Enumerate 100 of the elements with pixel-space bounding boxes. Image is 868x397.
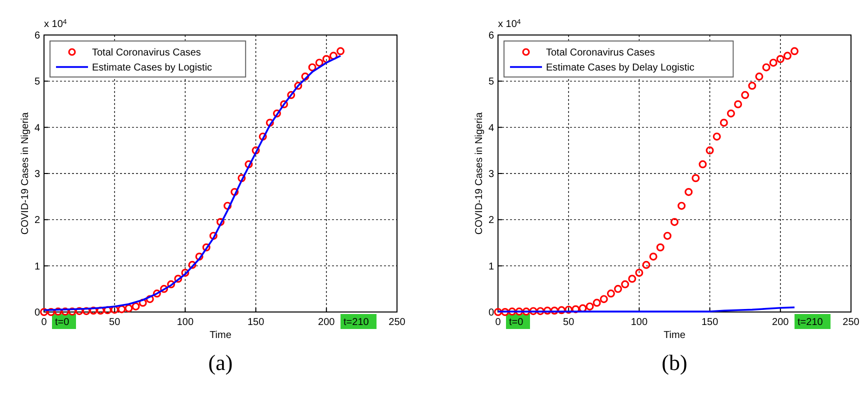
point bbox=[181, 268, 190, 277]
point bbox=[635, 268, 644, 277]
point bbox=[132, 302, 140, 310]
legend-label: Estimate Cases by Delay Logistic bbox=[546, 62, 694, 74]
text: x 10$^{4}$ bbox=[498, 18, 521, 30]
text: t=210 bbox=[344, 317, 370, 328]
point bbox=[96, 306, 104, 315]
point bbox=[54, 308, 62, 316]
y-axis-title: COVID-19 Cases in Nigeria bbox=[20, 112, 31, 235]
text: t=210 bbox=[798, 317, 824, 328]
point bbox=[741, 91, 750, 100]
point bbox=[522, 308, 530, 316]
point bbox=[75, 307, 84, 316]
point bbox=[706, 146, 714, 154]
y-tick-label: 3 bbox=[488, 169, 494, 180]
point bbox=[124, 304, 133, 312]
point bbox=[258, 132, 267, 141]
point bbox=[614, 284, 622, 293]
point bbox=[600, 295, 608, 304]
legend-label: Total Coronavirus Cases bbox=[92, 48, 201, 58]
y-tick-label: 0 bbox=[488, 308, 494, 318]
point bbox=[572, 305, 580, 314]
point bbox=[642, 260, 650, 269]
point bbox=[167, 280, 176, 288]
point bbox=[755, 72, 764, 81]
point bbox=[508, 308, 516, 316]
point bbox=[110, 306, 119, 314]
point bbox=[280, 100, 288, 108]
point bbox=[138, 298, 147, 307]
x-axis-title: Time bbox=[210, 330, 232, 341]
y-tick-label: 6 bbox=[488, 30, 494, 42]
point bbox=[230, 188, 239, 196]
point bbox=[790, 47, 799, 56]
point bbox=[776, 55, 784, 64]
legend-label: Estimate Cases by Logistic bbox=[92, 62, 212, 74]
point bbox=[748, 82, 756, 90]
point bbox=[769, 58, 778, 67]
point bbox=[174, 274, 182, 283]
point bbox=[294, 82, 302, 90]
x-axis-title: Time bbox=[664, 330, 686, 341]
y-tick-label: 1 bbox=[488, 261, 494, 272]
point bbox=[678, 202, 686, 210]
point bbox=[586, 302, 594, 310]
point bbox=[61, 308, 70, 316]
point bbox=[89, 306, 98, 315]
point bbox=[146, 295, 154, 304]
point bbox=[692, 174, 700, 182]
point bbox=[656, 243, 664, 252]
point bbox=[783, 52, 792, 60]
point bbox=[734, 100, 742, 108]
point bbox=[322, 55, 330, 64]
x-tick-label: 250 bbox=[842, 317, 860, 328]
y-axis-title: COVID-19 Cases in Nigeria bbox=[474, 112, 485, 235]
point bbox=[670, 218, 678, 226]
point bbox=[315, 58, 324, 67]
y-tick-label: 5 bbox=[488, 76, 494, 88]
x-tick-label: 0 bbox=[41, 317, 48, 328]
x-tick-label: 200 bbox=[772, 317, 790, 328]
x-tick-label: 200 bbox=[318, 317, 336, 328]
point bbox=[252, 146, 260, 154]
point bbox=[558, 306, 566, 314]
point bbox=[216, 218, 224, 226]
point bbox=[621, 280, 630, 288]
point bbox=[118, 305, 126, 314]
point bbox=[543, 306, 552, 315]
point bbox=[238, 174, 246, 182]
point bbox=[272, 109, 281, 118]
point bbox=[336, 47, 345, 56]
point bbox=[529, 307, 538, 316]
point bbox=[82, 307, 90, 316]
point bbox=[287, 91, 296, 100]
text: x 10$^{4}$ bbox=[44, 18, 67, 30]
x-tick-label: 0 bbox=[495, 317, 502, 328]
x-tick-label: 50 bbox=[109, 317, 121, 328]
point bbox=[663, 232, 672, 240]
x-tick-label: 50 bbox=[563, 317, 575, 328]
y-tick-label: 3 bbox=[34, 169, 40, 180]
point bbox=[329, 52, 338, 60]
y-tick-label: 6 bbox=[34, 30, 40, 42]
point bbox=[684, 188, 693, 196]
y-tick-label: 2 bbox=[34, 215, 40, 226]
text: t=0 bbox=[55, 317, 70, 328]
point bbox=[47, 308, 56, 316]
point bbox=[160, 284, 168, 293]
point bbox=[104, 306, 112, 314]
point bbox=[68, 308, 76, 316]
point bbox=[40, 308, 48, 316]
point bbox=[301, 72, 310, 81]
point bbox=[188, 260, 196, 269]
point bbox=[762, 63, 770, 72]
y-tick-label: 4 bbox=[488, 122, 494, 134]
point bbox=[515, 308, 524, 316]
point bbox=[550, 306, 558, 315]
text: (a) bbox=[208, 350, 233, 375]
point bbox=[195, 252, 204, 261]
y-tick-label: 4 bbox=[34, 122, 40, 134]
point bbox=[266, 118, 274, 127]
point bbox=[564, 306, 573, 314]
point bbox=[628, 274, 636, 283]
point bbox=[592, 298, 601, 307]
